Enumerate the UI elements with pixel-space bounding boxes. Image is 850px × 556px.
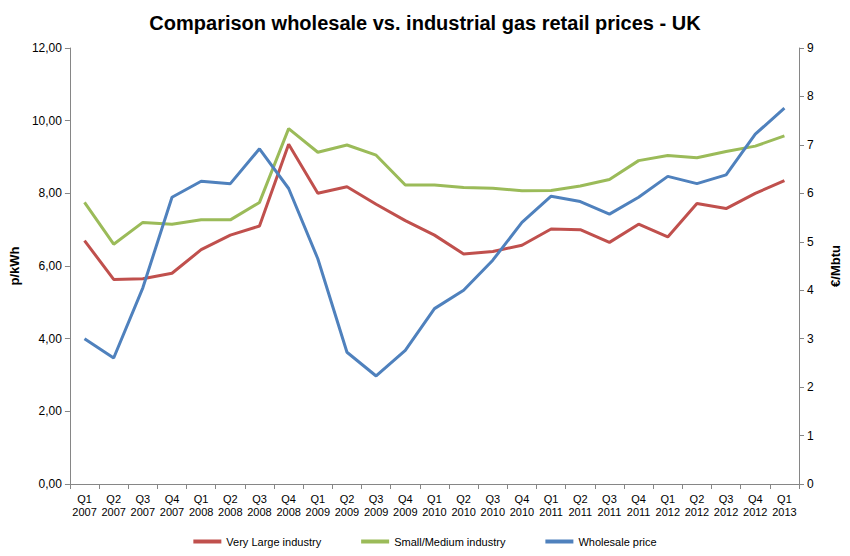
svg-text:Q1: Q1 — [544, 493, 559, 505]
svg-text:6: 6 — [807, 186, 814, 200]
svg-text:Q4: Q4 — [631, 493, 646, 505]
svg-text:Q2: Q2 — [106, 493, 121, 505]
svg-text:Q2: Q2 — [573, 493, 588, 505]
svg-text:8: 8 — [807, 89, 814, 103]
svg-text:4,00: 4,00 — [39, 332, 63, 346]
svg-text:12,00: 12,00 — [32, 41, 62, 55]
svg-text:2012: 2012 — [656, 506, 680, 518]
svg-text:2011: 2011 — [598, 506, 622, 518]
svg-text:2008: 2008 — [276, 506, 300, 518]
svg-text:Q2: Q2 — [223, 493, 238, 505]
svg-text:Very Large industry: Very Large industry — [226, 536, 321, 548]
svg-text:2008: 2008 — [189, 506, 213, 518]
svg-text:Q4: Q4 — [398, 493, 413, 505]
svg-text:Q3: Q3 — [135, 493, 150, 505]
svg-text:2011: 2011 — [627, 506, 651, 518]
svg-text:2008: 2008 — [247, 506, 271, 518]
svg-text:5: 5 — [807, 235, 814, 249]
svg-text:Comparison wholesale vs. indus: Comparison wholesale vs. industrial gas … — [149, 12, 701, 34]
svg-text:2012: 2012 — [685, 506, 709, 518]
svg-text:Q1: Q1 — [777, 493, 792, 505]
svg-text:7: 7 — [807, 138, 814, 152]
svg-text:0: 0 — [807, 477, 814, 491]
svg-text:1: 1 — [807, 429, 814, 443]
svg-text:Q1: Q1 — [427, 493, 442, 505]
svg-text:Q4: Q4 — [165, 493, 180, 505]
svg-text:2007: 2007 — [131, 506, 155, 518]
svg-text:8,00: 8,00 — [39, 186, 63, 200]
svg-text:Q1: Q1 — [660, 493, 675, 505]
svg-text:Q3: Q3 — [719, 493, 734, 505]
svg-text:Q1: Q1 — [194, 493, 209, 505]
svg-text:Q3: Q3 — [485, 493, 500, 505]
svg-text:Q1: Q1 — [310, 493, 325, 505]
svg-text:2007: 2007 — [101, 506, 125, 518]
svg-text:9: 9 — [807, 41, 814, 55]
svg-text:10,00: 10,00 — [32, 114, 62, 128]
svg-text:2010: 2010 — [451, 506, 475, 518]
svg-text:4: 4 — [807, 283, 814, 297]
svg-text:2012: 2012 — [743, 506, 767, 518]
svg-text:2010: 2010 — [510, 506, 534, 518]
svg-text:2,00: 2,00 — [39, 404, 63, 418]
svg-text:2009: 2009 — [335, 506, 359, 518]
svg-text:2009: 2009 — [364, 506, 388, 518]
svg-text:Q4: Q4 — [515, 493, 530, 505]
svg-text:2009: 2009 — [306, 506, 330, 518]
svg-text:2008: 2008 — [218, 506, 242, 518]
svg-text:Q1: Q1 — [77, 493, 92, 505]
svg-text:Q3: Q3 — [602, 493, 617, 505]
svg-text:p/kWh: p/kWh — [7, 246, 22, 285]
svg-text:Q2: Q2 — [690, 493, 705, 505]
svg-text:0,00: 0,00 — [39, 477, 63, 491]
svg-text:2: 2 — [807, 380, 814, 394]
svg-text:2012: 2012 — [714, 506, 738, 518]
svg-text:2010: 2010 — [481, 506, 505, 518]
svg-text:€/Mbtu: €/Mbtu — [828, 245, 843, 287]
svg-text:2007: 2007 — [72, 506, 96, 518]
svg-text:2009: 2009 — [393, 506, 417, 518]
svg-text:2007: 2007 — [160, 506, 184, 518]
svg-text:Q3: Q3 — [369, 493, 384, 505]
svg-text:2013: 2013 — [772, 506, 796, 518]
svg-text:Q2: Q2 — [456, 493, 471, 505]
svg-text:3: 3 — [807, 332, 814, 346]
svg-text:Q3: Q3 — [252, 493, 267, 505]
svg-text:2011: 2011 — [568, 506, 592, 518]
svg-text:Q4: Q4 — [748, 493, 763, 505]
svg-text:2011: 2011 — [539, 506, 563, 518]
svg-text:2010: 2010 — [422, 506, 446, 518]
svg-text:Q2: Q2 — [340, 493, 355, 505]
svg-text:Small/Medium industry: Small/Medium industry — [394, 536, 506, 548]
svg-text:Wholesale price: Wholesale price — [578, 536, 656, 548]
svg-text:6,00: 6,00 — [39, 259, 63, 273]
svg-text:Q4: Q4 — [281, 493, 296, 505]
